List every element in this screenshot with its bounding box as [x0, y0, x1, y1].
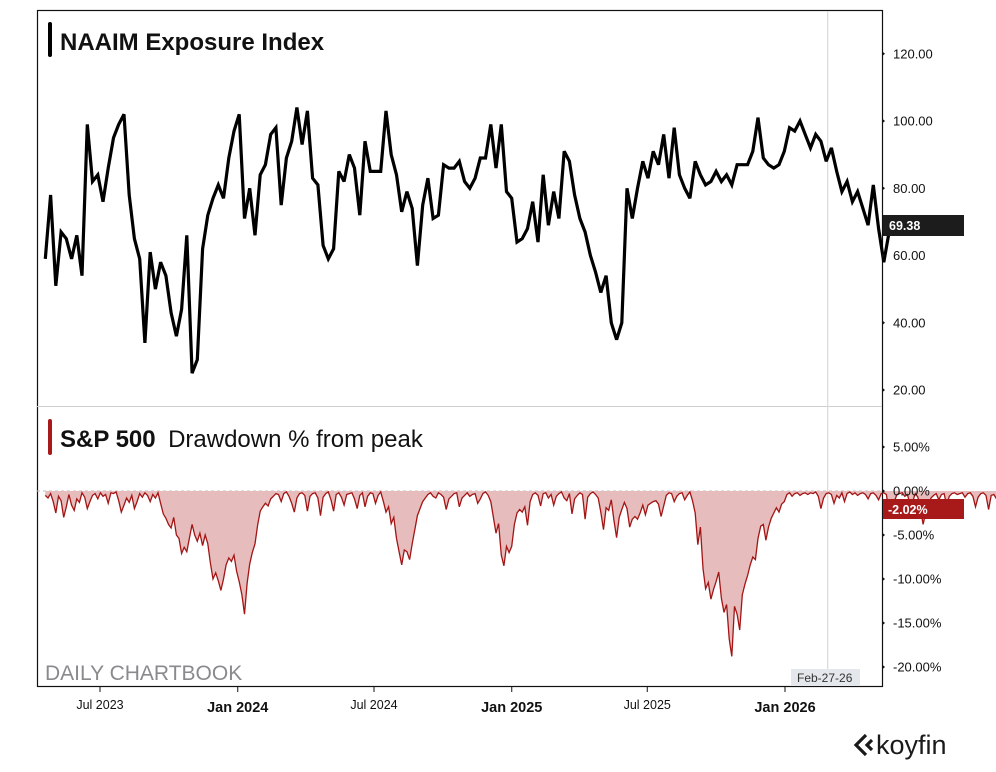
- drawdown-y-tick-label: -15.00%: [893, 616, 942, 631]
- naaim-line: [43, 107, 901, 374]
- x-tick-label: Jul 2025: [624, 698, 671, 712]
- chart-frame: [36, 9, 884, 688]
- x-tick-label: Jan 2024: [207, 700, 268, 716]
- drawdown-y-axis: 5.00% 0.00% -5.00% -10.00% -15.00% -20.00%: [882, 440, 942, 675]
- naaim-pane-title: NAAIM Exposure Index: [60, 29, 325, 56]
- drawdown-y-tick-label: 0.00%: [893, 484, 930, 499]
- daily-chartbook-watermark: DAILY CHARTBOOK: [45, 662, 242, 685]
- crosshair-date-badge: [791, 669, 860, 686]
- x-tick-label: Jan 2025: [481, 700, 542, 716]
- naaim-y-tick-mark: [882, 51, 885, 57]
- naaim-y-tick-label: 120.00: [893, 46, 933, 61]
- drawdown-y-tick-label: 5.00%: [893, 440, 930, 455]
- koyfin-logo-text: koyfin: [876, 730, 947, 760]
- drawdown-last-value-badge: [883, 499, 964, 519]
- naaim-y-tick-label: 20.00: [893, 383, 926, 398]
- drawdown-y-tick-mark: [882, 576, 885, 582]
- naaim-y-tick-mark: [882, 320, 885, 326]
- naaim-last-value-badge: [883, 215, 964, 236]
- x-tick-label: Jul 2023: [76, 698, 123, 712]
- drawdown-y-tick-mark: [882, 620, 885, 626]
- naaim-y-tick-label: 100.00: [893, 114, 933, 129]
- naaim-y-tick-mark: [882, 118, 885, 124]
- drawdown-y-tick-mark: [882, 664, 885, 670]
- drawdown-series: [44, 490, 996, 657]
- naaim-y-tick-mark: [882, 387, 885, 393]
- naaim-y-axis: 120.00 100.00 80.00 60.00 40.00 20.00: [882, 46, 933, 398]
- drawdown-y-tick-mark: [882, 444, 885, 450]
- naaim-y-tick-label: 80.00: [893, 181, 926, 196]
- x-tick-label: Jul 2024: [350, 698, 397, 712]
- naaim-y-tick-mark: [882, 253, 885, 258]
- drawdown-y-tick-label: -20.00%: [893, 660, 942, 675]
- drawdown-area-fill: [45, 491, 996, 657]
- drawdown-title-marker: [48, 419, 52, 455]
- drawdown-title-bold: S&P 500: [60, 426, 156, 453]
- naaim-title-marker: [48, 22, 52, 57]
- drawdown-y-tick-label: -10.00%: [893, 572, 942, 587]
- naaim-y-tick-label: 40.00: [893, 315, 926, 330]
- x-tick-label: Jan 2026: [754, 700, 815, 716]
- drawdown-last-value-label: -2.02%: [888, 503, 928, 517]
- x-axis: Jul 2023 Jan 2024 Jul 2024 Jan 2025 Jul 2025…: [76, 686, 816, 716]
- naaim-y-tick-mark: [882, 185, 885, 191]
- naaim-y-tick-label: 60.00: [893, 248, 926, 263]
- drawdown-pane-title: S&P 500 Drawdown % from peak: [60, 426, 424, 453]
- naaim-last-value-label: 69.38: [889, 219, 920, 233]
- drawdown-y-tick-label: -5.00%: [893, 528, 935, 543]
- koyfin-chevron-logo-icon: [853, 733, 874, 757]
- crosshair-date-label: Feb-27-26: [797, 671, 853, 685]
- drawdown-y-tick-mark: [882, 488, 885, 494]
- drawdown-title-regular: Drawdown % from peak: [168, 426, 424, 453]
- drawdown-y-tick-mark: [882, 532, 885, 538]
- naaim-series: [43, 107, 901, 374]
